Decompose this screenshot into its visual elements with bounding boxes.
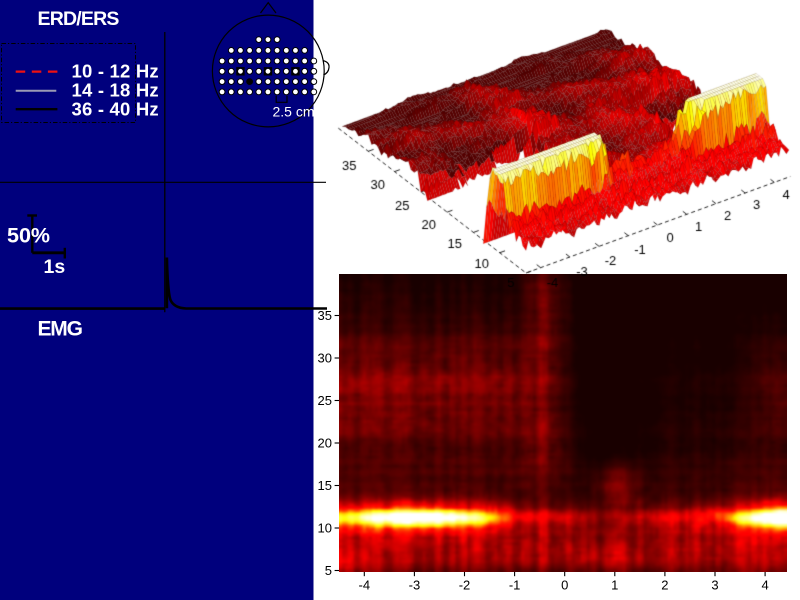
svg-text:50%: 50% <box>7 223 50 247</box>
svg-text:1: 1 <box>611 578 618 593</box>
svg-text:EMG: EMG <box>38 317 83 340</box>
svg-text:5: 5 <box>325 563 332 578</box>
svg-text:0: 0 <box>561 578 568 593</box>
svg-text:10 - 12 Hz: 10 - 12 Hz <box>72 61 159 82</box>
svg-text:2: 2 <box>661 578 668 593</box>
svg-text:30: 30 <box>318 351 332 366</box>
svg-text:10: 10 <box>318 521 332 536</box>
svg-text:2.5 cm: 2.5 cm <box>273 104 315 120</box>
svg-text:-1: -1 <box>509 578 521 593</box>
svg-text:4: 4 <box>761 578 768 593</box>
svg-text:14 - 18 Hz: 14 - 18 Hz <box>72 80 159 101</box>
svg-text:1s: 1s <box>44 256 66 278</box>
svg-text:-3: -3 <box>409 578 421 593</box>
svg-text:36 - 40 Hz: 36 - 40 Hz <box>72 98 159 119</box>
svg-text:20: 20 <box>318 436 332 451</box>
svg-text:15: 15 <box>318 478 332 493</box>
svg-text:35: 35 <box>318 308 332 323</box>
svg-text:-2: -2 <box>459 578 471 593</box>
svg-text:ERD/ERS: ERD/ERS <box>38 8 120 30</box>
svg-text:-4: -4 <box>359 578 371 593</box>
svg-text:25: 25 <box>318 393 332 408</box>
svg-text:3: 3 <box>711 578 718 593</box>
